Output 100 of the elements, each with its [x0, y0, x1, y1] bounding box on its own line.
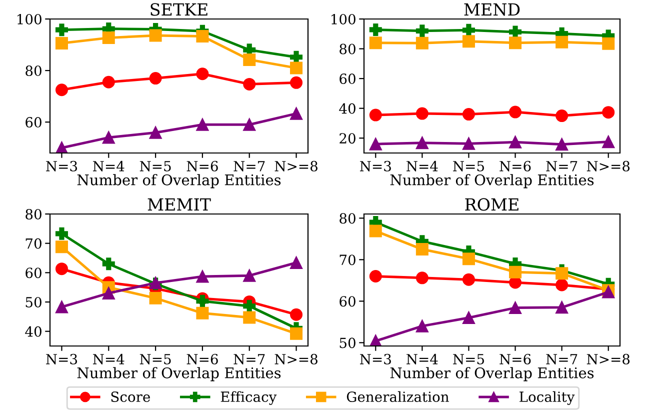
y-tick-label: 80 [26, 66, 42, 76]
point [243, 311, 256, 324]
point [149, 292, 162, 304]
x-tick-label: N=4 [93, 354, 124, 364]
point [55, 240, 68, 254]
point [243, 300, 256, 312]
point [102, 258, 115, 270]
x-tick-label: N=5 [453, 161, 484, 172]
point [290, 76, 303, 89]
chart-title: MEND [464, 3, 520, 16]
x-tick-label: N>=8 [274, 160, 318, 172]
point [509, 26, 522, 38]
y-tick-label: 20 [340, 133, 356, 144]
point [243, 269, 256, 282]
x-tick-label: N=3 [46, 160, 78, 172]
x-tick-label: N=3 [360, 160, 391, 172]
point [290, 50, 303, 64]
x-axis-title: Number of Overlap Entities [77, 174, 281, 188]
point [416, 107, 428, 120]
y-tick-label: 100 [18, 14, 42, 24]
point [462, 24, 475, 36]
point [102, 76, 115, 88]
x-axis-title: Number of Overlap Entities [77, 367, 281, 382]
point [290, 62, 303, 74]
y-tick-label: 80 [340, 44, 356, 54]
point [556, 301, 568, 314]
y-tick-label: 50 [26, 296, 42, 308]
y-tick-label: 70 [340, 254, 356, 266]
point [149, 72, 162, 85]
legend-label: Generalization [346, 391, 449, 402]
point [149, 126, 162, 139]
point [462, 312, 475, 324]
point [55, 24, 68, 36]
point [509, 266, 522, 278]
point [369, 36, 382, 50]
point [556, 267, 568, 280]
point [55, 227, 68, 240]
x-tick-label: N=7 [234, 161, 265, 172]
point [416, 320, 428, 332]
y-tick-label: 60 [26, 268, 42, 278]
point [102, 32, 115, 44]
x-tick-label: N>=8 [274, 354, 318, 364]
x-tick-label: N=7 [234, 354, 265, 364]
point [416, 136, 428, 150]
legend-label: Locality [520, 391, 575, 405]
point [196, 294, 209, 308]
point [102, 131, 115, 144]
x-tick-label: N=5 [140, 161, 171, 172]
point [462, 108, 475, 121]
point [602, 106, 615, 119]
x-tick-label: N=5 [140, 354, 171, 364]
point [290, 327, 303, 340]
x-tick-label: N=3 [360, 354, 391, 364]
x-tick-label: N=5 [453, 354, 484, 364]
point [509, 106, 522, 118]
x-tick-label: N=7 [546, 354, 578, 364]
point [462, 252, 475, 266]
x-tick-label: N>=8 [586, 160, 630, 172]
point [55, 84, 68, 96]
point [55, 262, 68, 276]
x-tick-label: N=4 [406, 160, 438, 172]
x-tick-label: N=6 [186, 160, 218, 172]
point [462, 273, 475, 286]
point [196, 30, 209, 43]
point [196, 118, 209, 131]
x-tick-label: N>=8 [586, 354, 630, 364]
y-tick-label: 80 [26, 208, 42, 220]
point [243, 78, 256, 90]
x-tick-label: N=4 [406, 354, 438, 364]
point [196, 68, 209, 80]
y-tick-label: 60 [340, 74, 356, 84]
y-tick-label: 60 [26, 117, 42, 128]
chart-title: ROME [465, 198, 518, 211]
point [243, 118, 256, 131]
point [196, 306, 209, 320]
point [290, 308, 303, 321]
point [102, 286, 115, 300]
point [369, 138, 382, 150]
point [55, 36, 68, 50]
x-tick-label: N=7 [546, 161, 578, 172]
x-tick-label: N=3 [46, 354, 78, 364]
x-tick-label: N=6 [500, 160, 531, 172]
point [369, 224, 382, 238]
point [416, 272, 428, 284]
x-tick-label: N=6 [500, 354, 531, 364]
y-tick-label: 40 [339, 103, 356, 114]
x-axis-title: Number of Overlap Entities [390, 174, 594, 188]
point [556, 110, 568, 122]
point [416, 243, 428, 256]
legend-label: Score [111, 391, 150, 402]
point [509, 36, 522, 50]
point [602, 37, 615, 50]
x-axis-title: Number of Overlap Entities [390, 367, 594, 382]
point [369, 270, 382, 283]
point [243, 53, 256, 66]
point [55, 300, 68, 314]
point [369, 108, 382, 122]
point [509, 136, 522, 148]
point [149, 29, 162, 42]
point [556, 138, 568, 151]
